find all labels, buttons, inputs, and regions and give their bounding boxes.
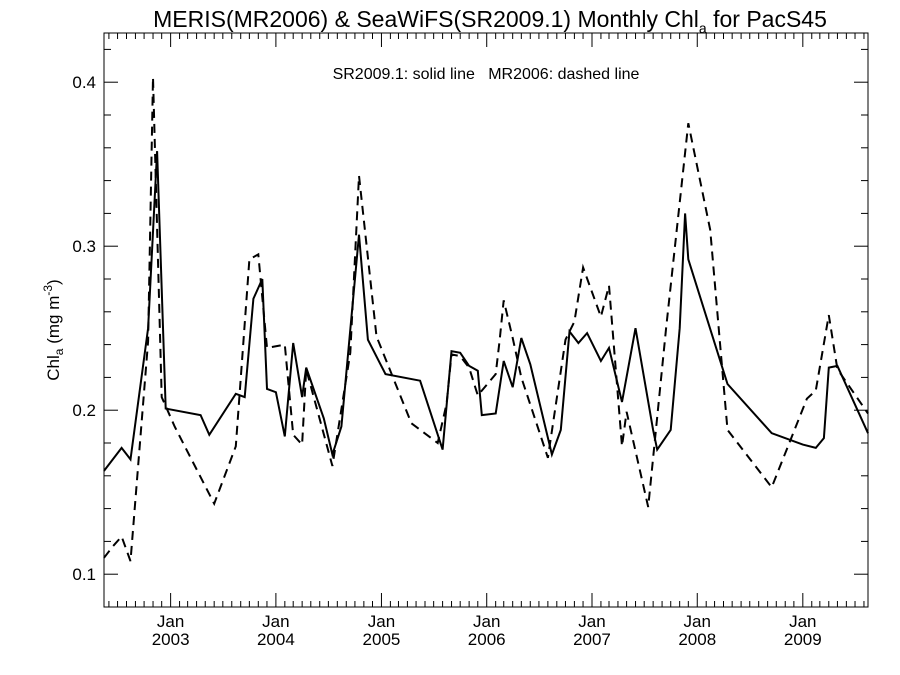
y-axis-label-close: )	[44, 279, 63, 285]
y-tick-label: 0.4	[72, 73, 96, 92]
chart-annotation: SR2009.1: solid line MR2006: dashed line	[333, 66, 640, 83]
x-tick-label-year: 2003	[152, 630, 190, 649]
y-axis-label-subscript: a	[52, 348, 66, 355]
series-line-sr2009-1	[103, 151, 869, 472]
axis-ticks	[104, 33, 868, 608]
x-tick-label-month: Jan	[684, 612, 711, 631]
x-tick-label-month: Jan	[157, 612, 184, 631]
chart-title-subscript: a	[699, 20, 707, 36]
x-tick-label-month: Jan	[789, 612, 816, 631]
chart-title-main: MERIS(MR2006) & SeaWiFS(SR2009.1) Monthl…	[153, 6, 699, 32]
y-tick-label: 0.3	[72, 237, 96, 256]
x-tick-label-year: 2007	[573, 630, 611, 649]
chart-title-suffix: for PacS45	[707, 6, 827, 32]
chart-title: MERIS(MR2006) & SeaWiFS(SR2009.1) Monthl…	[153, 6, 827, 36]
x-tick-label-year: 2006	[468, 630, 506, 649]
x-tick-label-year: 2008	[678, 630, 716, 649]
x-tick-label-year: 2005	[363, 630, 401, 649]
plot-frame	[103, 32, 869, 608]
y-axis-label-superscript: -3	[41, 285, 55, 296]
y-axis-label-units: (mg m	[44, 296, 63, 349]
y-tick-label: 0.1	[72, 565, 96, 584]
axis-tick-labels: 0.10.20.30.4Jan2003Jan2004Jan2005Jan2006…	[72, 73, 821, 649]
y-axis-label: Chla (mg m-3)	[41, 279, 66, 380]
series-line-mr2006	[103, 77, 869, 562]
data-series	[103, 77, 869, 562]
x-tick-label-month: Jan	[578, 612, 605, 631]
x-tick-label-month: Jan	[473, 612, 500, 631]
x-tick-label-month: Jan	[262, 612, 289, 631]
x-tick-label-month: Jan	[368, 612, 395, 631]
y-axis-label-main: Chl	[44, 355, 63, 381]
y-tick-label: 0.2	[72, 401, 96, 420]
x-tick-label-year: 2009	[784, 630, 822, 649]
x-tick-label-year: 2004	[257, 630, 295, 649]
